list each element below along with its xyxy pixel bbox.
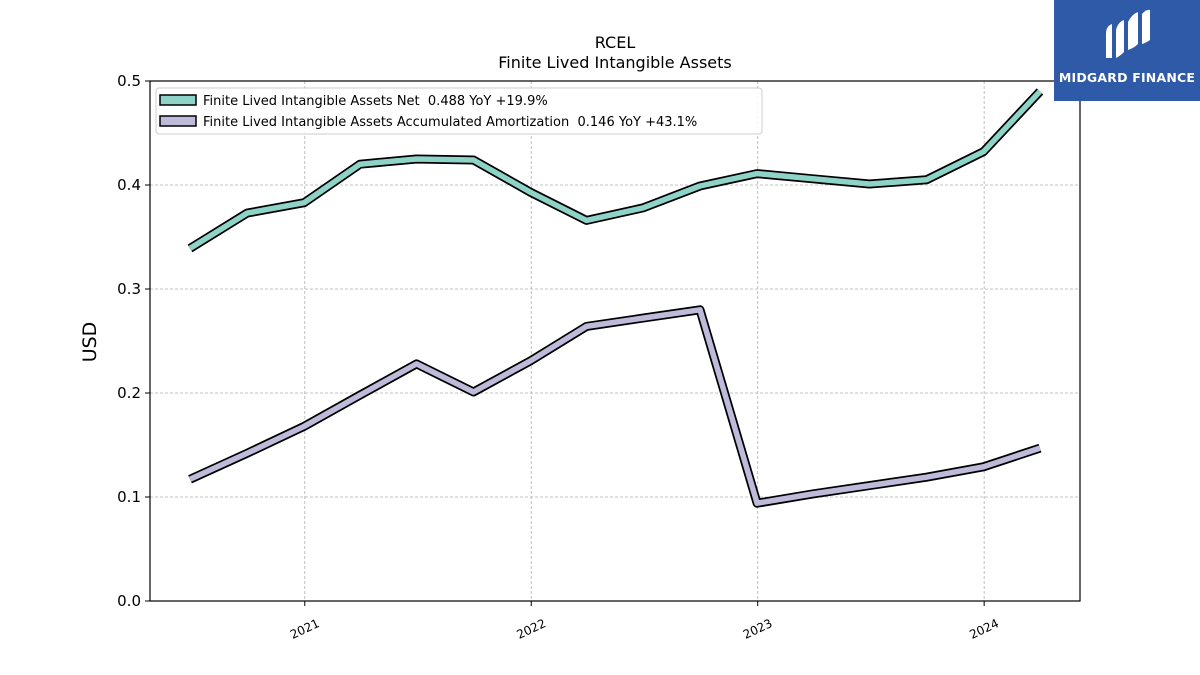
brand-name: MIDGARD FINANCE [1058, 70, 1196, 85]
x-tick-label: 2021 [288, 616, 322, 642]
y-tick-label: 0.1 [117, 488, 141, 506]
legend-swatch-net [159, 94, 197, 106]
series-line-outline-1 [188, 305, 1042, 508]
plot-area-frame [149, 80, 1081, 602]
chart-title: RCEL [595, 33, 636, 52]
y-axis-label: USD [79, 322, 101, 363]
y-tick-label: 0.2 [117, 384, 141, 402]
y-tick-label: 0.3 [117, 280, 141, 298]
legend-swatch-amortization [159, 115, 197, 127]
x-tick-label: 2022 [514, 616, 548, 642]
legend-label-net: Finite Lived Intangible Assets Net 0.488… [203, 94, 548, 109]
x-tick-label: 2023 [741, 616, 775, 642]
y-tick-label: 0.5 [117, 72, 141, 90]
midgard-finance-logo: MIDGARD FINANCE [1054, 0, 1200, 101]
legend-label-amortization: Finite Lived Intangible Assets Accumulat… [203, 115, 697, 130]
y-tick-label: 0.0 [117, 592, 141, 610]
series-layer [187, 88, 1044, 508]
grid-layer [150, 80, 1080, 601]
legend: Finite Lived Intangible Assets Net 0.488… [155, 87, 763, 135]
legend-box [155, 87, 763, 135]
midgard-logo-icon [1106, 9, 1150, 58]
series-line-0 [188, 89, 1043, 251]
series-line-1 [188, 307, 1041, 506]
x-tick-label: 2024 [967, 616, 1001, 642]
y-tick-label: 0.4 [117, 176, 141, 194]
chart-subtitle: Finite Lived Intangible Assets [498, 53, 731, 72]
tick-layer: 0.0 0.1 0.2 0.3 0.4 0.5 2021 2022 2023 2024 [117, 72, 1001, 642]
